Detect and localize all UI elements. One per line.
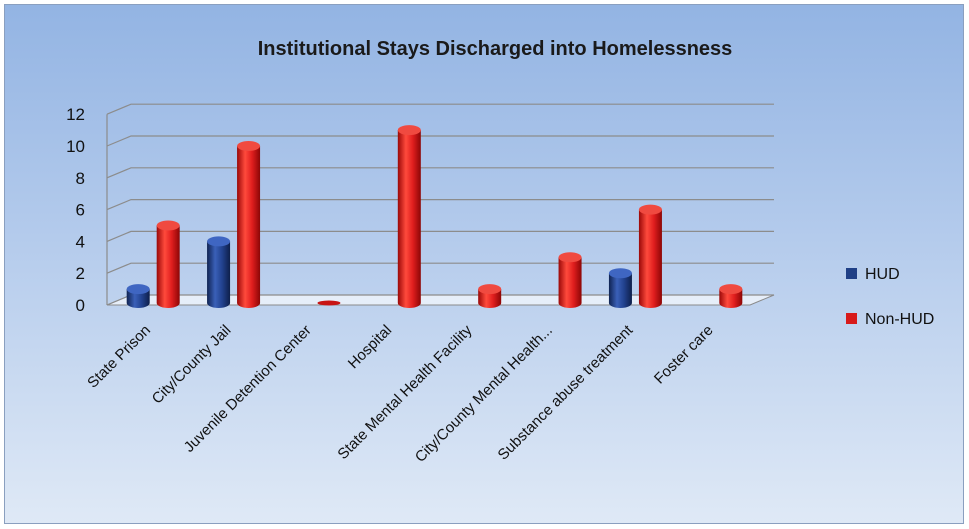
x-tick-label: City/County Mental Health... xyxy=(412,322,556,466)
x-tick-label: State Prison xyxy=(84,322,154,392)
bar-non-hud-2 xyxy=(317,300,341,306)
bars xyxy=(126,125,743,308)
bar-hud-0 xyxy=(126,284,150,308)
bar-cap xyxy=(207,236,231,247)
bar-body xyxy=(397,130,421,308)
gridline xyxy=(106,262,774,274)
x-tick-label: State Mental Health Facility xyxy=(334,321,475,462)
y-tick-label: 2 xyxy=(76,264,85,283)
bar-non-hud-0 xyxy=(156,220,180,308)
bar-body xyxy=(558,257,582,308)
bar-non-hud-1 xyxy=(237,141,261,308)
bar-chart: Institutional Stays Discharged into Home… xyxy=(66,38,934,466)
bar-hud-1 xyxy=(207,236,231,308)
bar-non-hud-6 xyxy=(638,204,662,308)
x-tick-label: Hospital xyxy=(345,322,395,372)
bar-body xyxy=(608,273,632,308)
bar-non-hud-4 xyxy=(478,284,502,308)
chart-title: Institutional Stays Discharged into Home… xyxy=(258,38,733,60)
gridline xyxy=(106,167,774,179)
bar-body xyxy=(156,225,180,308)
y-tick-label: 0 xyxy=(76,296,85,315)
bar-cap xyxy=(608,268,632,279)
gridline xyxy=(106,103,774,115)
y-axis-ticks: 0 2 4 6 8 10 12 xyxy=(66,105,85,315)
bar-cap xyxy=(638,204,662,215)
gridline xyxy=(106,199,774,211)
y-tick-label: 12 xyxy=(66,105,85,124)
y-tick-label: 10 xyxy=(66,137,85,156)
bar-body xyxy=(719,289,743,308)
bar-non-hud-3 xyxy=(397,125,421,308)
bar-non-hud-5 xyxy=(558,252,582,308)
bar-cap xyxy=(478,284,502,295)
bar-cap xyxy=(156,220,180,231)
bar-cap xyxy=(719,284,743,295)
bar-cap xyxy=(237,141,261,151)
y-tick-label: 4 xyxy=(76,232,85,251)
legend: HUD Non-HUD xyxy=(846,266,934,328)
gridline xyxy=(106,230,774,242)
legend-swatch-non-hud xyxy=(846,313,857,324)
grid-lines xyxy=(106,103,775,306)
x-tick-label: Juvenile Detention Center xyxy=(181,322,315,456)
bar-cap xyxy=(126,284,150,295)
bar-body xyxy=(237,146,261,308)
bar-cap xyxy=(558,252,582,263)
bar-cap xyxy=(317,300,341,306)
chart-floor xyxy=(106,294,775,306)
bar-hud-6 xyxy=(608,268,632,308)
legend-swatch-hud xyxy=(846,268,857,279)
x-tick-label: City/County Jail xyxy=(149,322,235,408)
chart-area: Institutional Stays Discharged into Home… xyxy=(4,4,964,524)
x-tick-label: Foster care xyxy=(651,322,717,388)
bar-body xyxy=(207,241,231,308)
legend-label-non-hud: Non-HUD xyxy=(865,311,934,328)
bar-non-hud-7 xyxy=(719,284,743,308)
x-tick-label: Substance abuse treatment xyxy=(495,321,637,463)
bar-cap xyxy=(397,125,421,136)
bar-body xyxy=(638,209,662,308)
bar-body xyxy=(478,289,502,308)
gridline xyxy=(106,135,774,147)
y-tick-label: 6 xyxy=(76,201,85,220)
legend-label-hud: HUD xyxy=(865,266,900,283)
bar-body xyxy=(126,289,150,308)
y-tick-label: 8 xyxy=(76,169,85,188)
